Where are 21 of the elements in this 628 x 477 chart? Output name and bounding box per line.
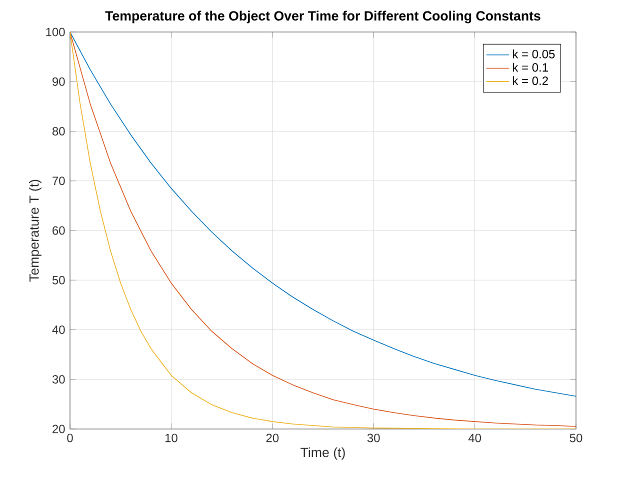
y-tick-label: 70 xyxy=(52,176,65,186)
y-tick-label: 20 xyxy=(52,424,65,434)
y-tick-label: 60 xyxy=(52,226,65,235)
y-axis-title: Temperature T (t) xyxy=(29,180,42,282)
y-tick-label: 50 xyxy=(52,276,65,284)
y-tick-label: 30 xyxy=(52,375,65,384)
y-tick-label: 80 xyxy=(52,126,65,136)
x-tick-label: 20 xyxy=(266,434,279,442)
y-tick-label: 100 xyxy=(46,28,65,36)
x-tick-label: 10 xyxy=(165,434,178,442)
x-axis-title: Time (t) xyxy=(300,447,345,460)
x-tick-label: 0 xyxy=(67,434,73,442)
legend-label: k = 0.05 xyxy=(513,50,555,58)
x-tick-label: 30 xyxy=(367,434,380,442)
y-tick-label: 40 xyxy=(52,325,65,334)
y-tick-label: 90 xyxy=(52,77,65,86)
chart-title: Temperature of the Object Over Time for Different Cooling Constants xyxy=(105,10,540,24)
x-tick-label: 40 xyxy=(468,434,482,442)
x-tick-label: 50 xyxy=(570,434,582,442)
legend-label: k = 0.1 xyxy=(513,62,548,72)
legend-label: k = 0.2 xyxy=(513,76,548,86)
